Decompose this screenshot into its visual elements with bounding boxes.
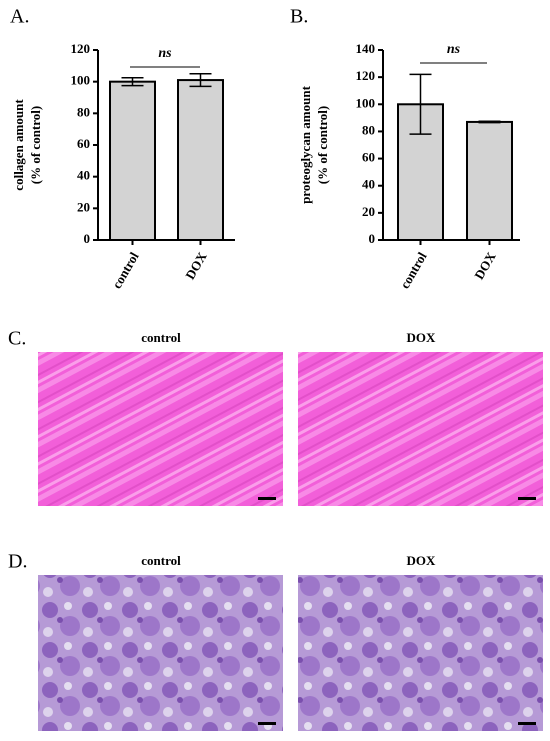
bar bbox=[109, 80, 156, 241]
x-tick-label: control bbox=[109, 249, 142, 291]
scale-bar bbox=[258, 722, 276, 725]
y-tick-label: 120 bbox=[356, 68, 376, 83]
bar-chart: A. collagen amount (% of control) 0 20 40 60 80… bbox=[10, 6, 235, 291]
scale-bar bbox=[518, 722, 536, 725]
error-bar bbox=[409, 73, 432, 135]
significance-label: ns bbox=[447, 42, 461, 57]
significance-label: ns bbox=[158, 46, 172, 61]
bar bbox=[177, 79, 224, 242]
y-axis-label: (% of control) bbox=[315, 106, 330, 184]
y-tick-label: 60 bbox=[77, 136, 90, 151]
image-title: control bbox=[141, 553, 181, 568]
y-tick-label: 120 bbox=[71, 41, 91, 56]
y-tick-label: 20 bbox=[362, 204, 375, 219]
x-tick-label: DOX bbox=[471, 249, 499, 282]
panel-label: D. bbox=[8, 551, 27, 573]
panel-label: C. bbox=[8, 328, 26, 350]
image-title: control bbox=[141, 330, 181, 345]
y-axis-label: proteoglycan amount bbox=[298, 85, 313, 204]
image-title: DOX bbox=[407, 553, 437, 568]
bar bbox=[466, 120, 513, 241]
charts: A.collagen amount (% of control)020406080… bbox=[10, 6, 520, 291]
y-axis-label: collagen amount bbox=[11, 99, 26, 191]
micrograph bbox=[298, 352, 543, 506]
x-tick-label: DOX bbox=[182, 249, 210, 282]
histology: C. control DOX D. control DOX bbox=[8, 328, 543, 731]
bar-chart: B. proteoglycan amount (% of control) 0 20 40… bbox=[290, 6, 520, 291]
micrograph bbox=[38, 575, 283, 731]
y-tick-label: 140 bbox=[356, 41, 376, 56]
micrograph bbox=[298, 575, 543, 731]
panel-label: A. bbox=[10, 6, 29, 28]
scale-bar bbox=[258, 497, 276, 500]
y-tick-label: 60 bbox=[362, 150, 375, 165]
y-tick-label: 40 bbox=[77, 168, 90, 183]
x-tick-label: control bbox=[397, 249, 430, 291]
error-bar bbox=[478, 120, 501, 124]
y-tick-label: 80 bbox=[362, 122, 375, 137]
error-bar bbox=[121, 76, 144, 87]
micrograph bbox=[38, 352, 283, 506]
panel-label: B. bbox=[290, 6, 308, 28]
image-title: DOX bbox=[407, 330, 437, 345]
y-tick-label: 0 bbox=[369, 231, 376, 246]
y-tick-label: 100 bbox=[356, 95, 376, 110]
y-tick-label: 0 bbox=[84, 231, 91, 246]
y-tick-label: 20 bbox=[77, 199, 90, 214]
y-tick-label: 80 bbox=[77, 104, 90, 119]
scale-bar bbox=[518, 497, 536, 500]
error-bar bbox=[189, 73, 212, 88]
y-axis-label: (% of control) bbox=[28, 106, 43, 184]
y-tick-label: 40 bbox=[362, 177, 375, 192]
y-tick-label: 100 bbox=[71, 73, 91, 88]
